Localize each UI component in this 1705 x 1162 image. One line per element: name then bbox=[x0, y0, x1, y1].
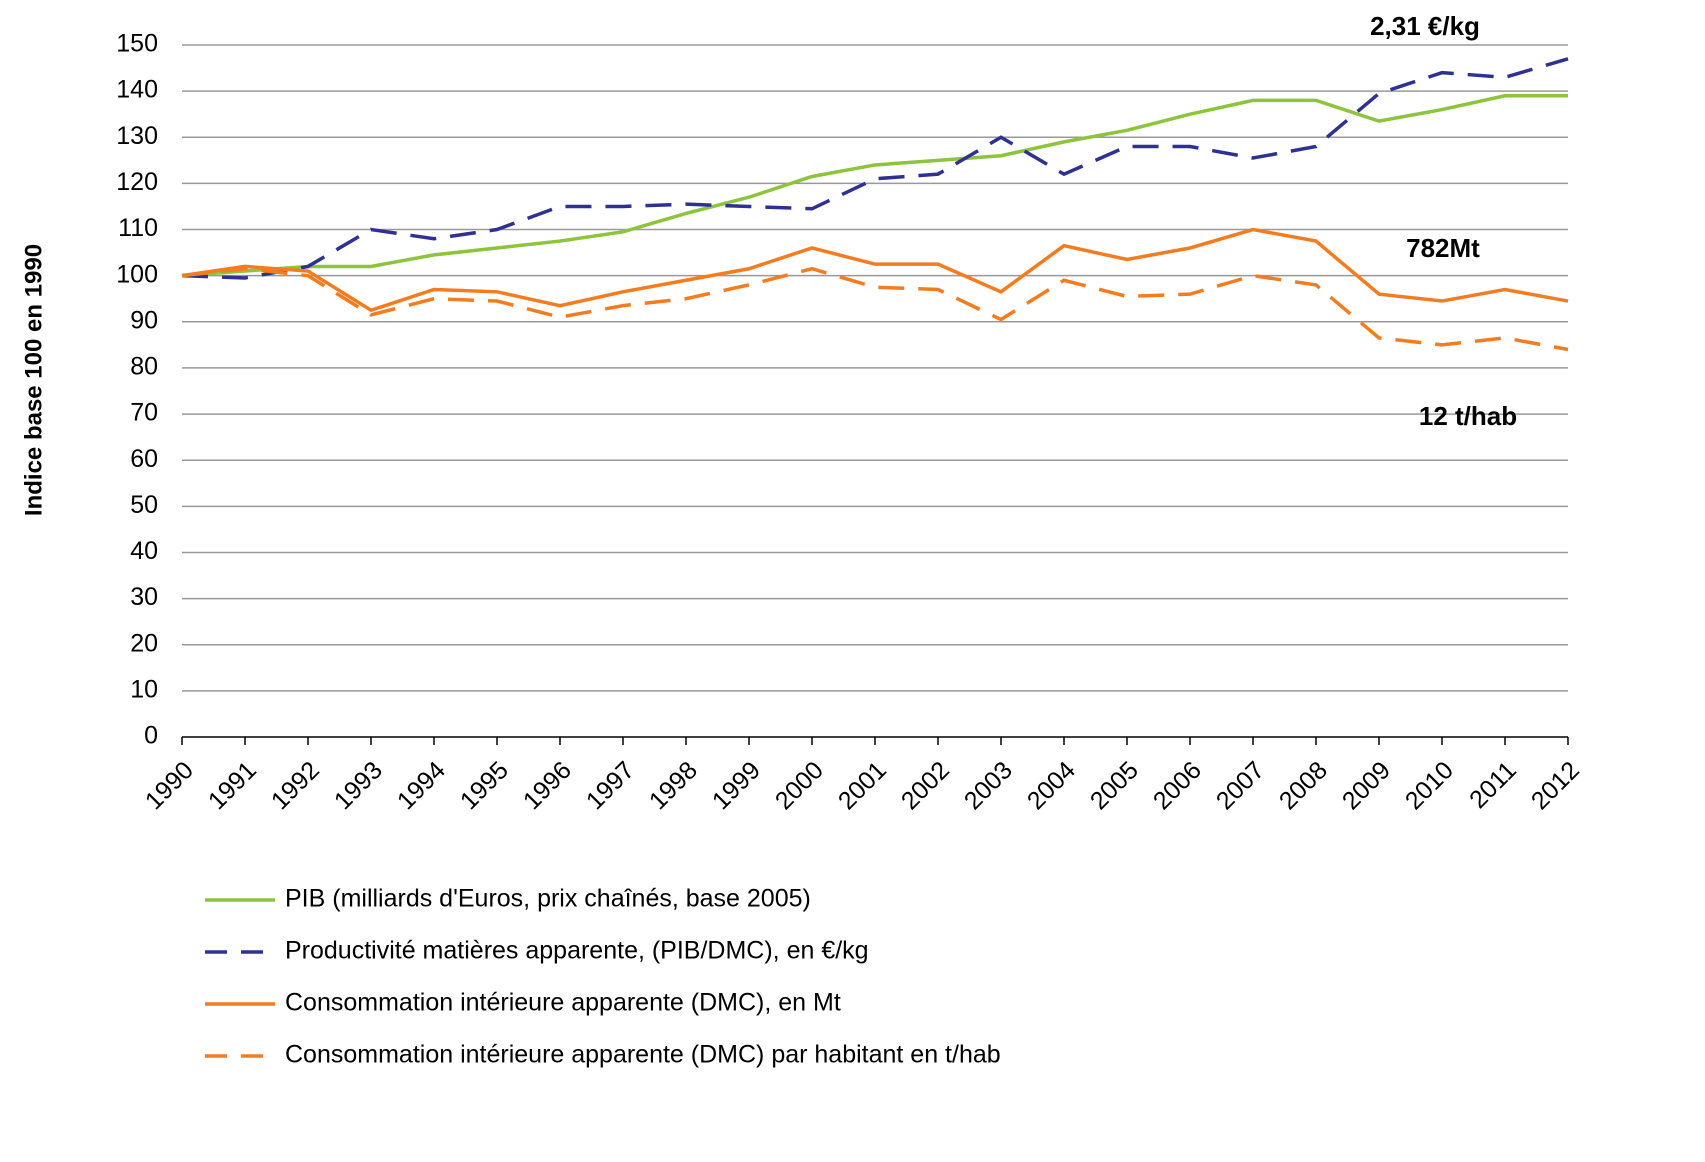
series-line bbox=[181, 266, 1569, 352]
x-tick-label: 1990 bbox=[140, 756, 199, 815]
x-tick-label: 2007 bbox=[1211, 756, 1270, 815]
y-axis-label: Indice base 100 en 1990 bbox=[20, 244, 47, 516]
x-tick-label: 2009 bbox=[1337, 756, 1396, 815]
x-tick-label: 1996 bbox=[518, 756, 577, 815]
x-tick-label: 2005 bbox=[1085, 756, 1144, 815]
legend-label: Consommation intérieure apparente (DMC) … bbox=[285, 1041, 1001, 1069]
legend-label: Productivité matières apparente, (PIB/DM… bbox=[285, 937, 869, 965]
y-tick-label: 0 bbox=[144, 722, 158, 750]
series-line bbox=[181, 57, 1569, 280]
series-line bbox=[181, 93, 1568, 278]
x-tick-label: 2010 bbox=[1400, 756, 1459, 815]
x-tick-label: 1991 bbox=[203, 756, 262, 815]
x-tick-label: 2000 bbox=[770, 756, 829, 815]
x-tick-label: 1992 bbox=[266, 756, 325, 815]
y-tick-label: 80 bbox=[130, 353, 158, 381]
y-tick-label: 50 bbox=[130, 491, 158, 519]
series-line bbox=[181, 227, 1569, 313]
x-tick-label: 2001 bbox=[833, 756, 892, 815]
y-tick-label: 150 bbox=[116, 30, 158, 58]
x-tick-label: 1997 bbox=[581, 756, 640, 815]
x-tick-label: 1993 bbox=[329, 756, 388, 815]
x-tick-label: 1994 bbox=[392, 756, 451, 815]
y-tick-label: 90 bbox=[130, 306, 158, 334]
legend-label: PIB (milliards d'Euros, prix chaînés, ba… bbox=[285, 885, 811, 913]
y-tick-label: 120 bbox=[116, 168, 158, 196]
x-tick-label: 2002 bbox=[896, 756, 955, 815]
annotation: 12 t/hab bbox=[1419, 401, 1517, 431]
legend-label: Consommation intérieure apparente (DMC),… bbox=[285, 989, 841, 1017]
annotation: 2,31 €/kg bbox=[1370, 11, 1480, 41]
x-tick-label: 1995 bbox=[455, 756, 514, 815]
y-tick-label: 130 bbox=[116, 122, 158, 150]
x-tick-label: 2003 bbox=[959, 756, 1018, 815]
annotation: 782Mt bbox=[1406, 233, 1480, 263]
x-tick-label: 2006 bbox=[1148, 756, 1207, 815]
x-tick-label: 2008 bbox=[1274, 756, 1333, 815]
x-tick-label: 2004 bbox=[1022, 756, 1081, 815]
y-tick-label: 10 bbox=[130, 675, 158, 703]
x-tick-label: 2012 bbox=[1526, 756, 1585, 815]
y-tick-label: 140 bbox=[116, 76, 158, 104]
y-tick-label: 20 bbox=[130, 629, 158, 657]
y-tick-label: 70 bbox=[130, 399, 158, 427]
y-tick-label: 40 bbox=[130, 537, 158, 565]
y-tick-label: 100 bbox=[116, 260, 158, 288]
x-tick-label: 2011 bbox=[1464, 756, 1522, 814]
x-tick-label: 1999 bbox=[707, 756, 766, 815]
y-tick-label: 60 bbox=[130, 445, 158, 473]
y-tick-label: 30 bbox=[130, 583, 158, 611]
x-tick-label: 1998 bbox=[644, 756, 703, 815]
y-tick-label: 110 bbox=[118, 214, 158, 242]
